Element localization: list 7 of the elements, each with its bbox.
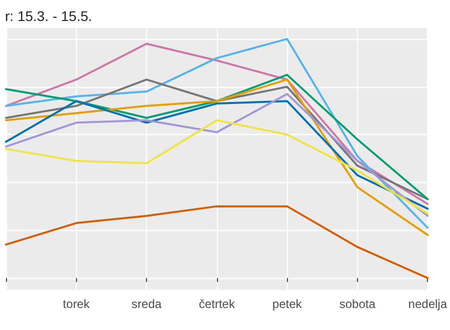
x-tick-label: nedelja xyxy=(408,297,448,311)
x-tick-label: sobota xyxy=(339,297,376,311)
x-tick-label: četrtek xyxy=(198,297,236,311)
x-tick-label: sreda xyxy=(132,297,162,311)
x-tick-label: torek xyxy=(62,297,91,311)
x-tick-label: petek xyxy=(272,297,303,311)
chart-title: r: 15.3. - 15.5. xyxy=(5,8,92,24)
